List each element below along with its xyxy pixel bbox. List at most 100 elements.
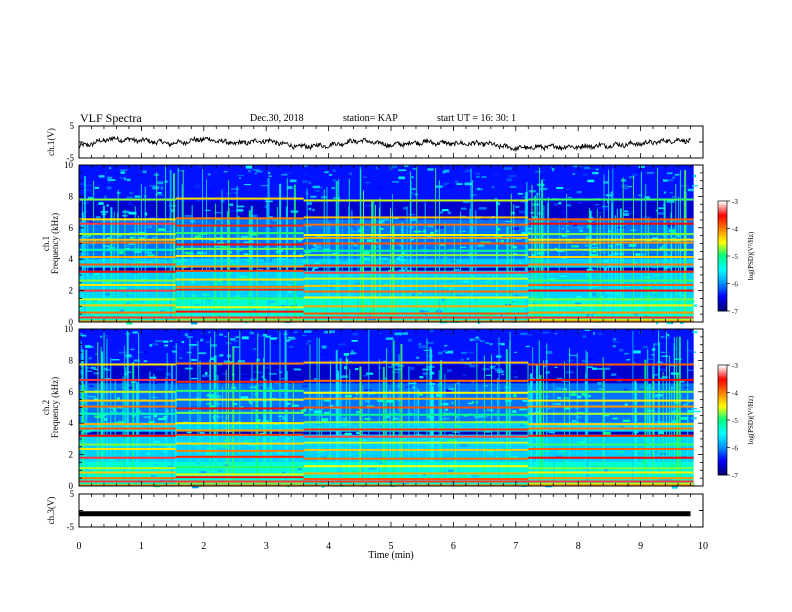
ch2-spectrogram-speckle	[364, 400, 371, 403]
ch1-spectrogram-colorbar-cell	[718, 256, 727, 259]
ch2-spectrogram-colorbar-cell	[718, 432, 727, 436]
ch1-spectrogram-speckle	[239, 290, 243, 292]
ch2-spectrogram-impulse	[602, 356, 604, 482]
ch2-spectrogram-speckle	[235, 336, 240, 338]
ch2-spectrogram-speckle	[355, 368, 359, 371]
ch1-spectrogram-speckle	[456, 183, 463, 186]
ch1-spectrogram-bg-row	[79, 204, 694, 208]
ch1-spectrogram-speckle	[380, 257, 389, 259]
ch2-spectrogram-speckle	[687, 400, 691, 404]
ch2-spectrogram-speckle	[391, 363, 400, 366]
ch1-spectrogram-colorbar-cell	[718, 254, 727, 257]
ch1-spectrogram-tone-line	[79, 320, 694, 323]
ch2-spectrogram-speckle	[519, 419, 526, 422]
ch1-spectrogram-speckle	[646, 171, 654, 174]
ch1-spectrogram-speckle	[564, 189, 570, 193]
ch1-spectrogram-impulse	[671, 202, 673, 318]
ch1-spectrogram-speckle	[586, 225, 592, 228]
ch2-spectrogram-colorbar-cell	[718, 454, 727, 458]
ch2-spectrogram-speckle	[388, 366, 393, 368]
ch1-spectrogram-speckle	[258, 280, 264, 283]
ch2-spectrogram-speckle	[364, 417, 371, 420]
ch2-spectrogram-speckle	[385, 337, 394, 340]
ch1-spectrogram-speckle	[450, 260, 457, 263]
ch1-spectrogram-speckle	[588, 269, 596, 272]
ch2-spectrogram-speckle	[679, 380, 685, 383]
ch2-spectrogram-speckle	[225, 415, 230, 417]
ch2-spectrogram-speckle	[99, 335, 103, 338]
ch1-spectrogram-speckle	[656, 212, 664, 215]
ch1-spectrogram-bg-row	[79, 165, 694, 169]
ch2-spectrogram-speckle	[623, 388, 628, 392]
ch1-spectrogram-speckle	[489, 180, 497, 183]
ch1-spectrogram-colorbar-cell	[718, 223, 727, 226]
ch2-spectrogram-tone-line	[79, 447, 176, 450]
ch2-spectrogram-speckle	[153, 414, 158, 418]
ch1-spectrogram-speckle	[445, 198, 453, 201]
ch2-spectrogram-speckle	[437, 351, 443, 355]
ch1-spectrogram-speckle	[669, 192, 673, 194]
ch1-spectrogram-speckle	[470, 295, 479, 297]
ch2-spectrogram-impulse	[444, 373, 446, 482]
ch1-spectrogram-tone-line	[303, 290, 529, 293]
ch1-spectrogram-speckle	[494, 198, 498, 200]
ch1-spectrogram-speckle	[471, 276, 476, 279]
ch2-spectrogram-impulse	[101, 351, 104, 482]
ch2-spectrogram-speckle	[663, 476, 668, 478]
ch1-spectrogram-speckle	[170, 281, 176, 285]
ch2-spectrogram-tone-line	[79, 378, 176, 381]
ch2-spectrogram-speckle	[377, 399, 384, 402]
ch1-spectrogram-speckle	[226, 192, 234, 195]
ch1-spectrogram-impulse	[663, 200, 666, 318]
ch2-spectrogram-impulse	[389, 389, 391, 482]
ch1-spectrogram-impulse	[276, 206, 278, 318]
ch1-spectrogram-speckle	[592, 250, 596, 253]
ch2-spectrogram-speckle	[291, 404, 299, 407]
ch2-spectrogram-speckle	[612, 417, 618, 420]
ch1-spectrogram-speckle	[130, 258, 136, 261]
ch2-spectrogram-speckle	[548, 430, 556, 434]
ch1-spectrogram-speckle	[314, 262, 321, 264]
ch1-spectrogram-speckle	[106, 237, 111, 241]
ch1-spectrogram-speckle	[80, 295, 87, 297]
ch2-spectrogram-speckle	[442, 350, 448, 352]
ch2-spectrogram-speckle	[526, 333, 533, 336]
ch1-spectrogram-bg-row	[79, 246, 694, 251]
xtick-label: 4	[326, 541, 331, 552]
ch1-spectrogram-speckle	[478, 207, 487, 210]
ch1-spectrogram-speckle	[212, 182, 220, 186]
ch1-spectrogram-speckle	[603, 181, 610, 184]
ch1-spectrogram-tone-line	[79, 298, 176, 301]
ch2-spectrogram-impulse	[257, 332, 259, 482]
ch2-spectrogram-bg-row	[79, 344, 694, 348]
ch2-spectrogram-speckle	[481, 414, 484, 418]
ch2-spectrogram-colorbar-cell	[718, 458, 727, 461]
ch1-spectrogram-speckle	[318, 307, 326, 310]
ch2-spectrogram-speckle	[154, 475, 160, 477]
ch2-spectrogram-speckle	[204, 336, 212, 339]
ch1-spectrogram-speckle	[82, 187, 86, 189]
ch1-spectrogram-speckle	[236, 216, 240, 218]
ch2-spectrogram-tone-line	[79, 471, 176, 474]
ch2-spectrogram-speckle	[93, 372, 100, 375]
ch2-spectrogram-tone-line	[303, 361, 529, 364]
ch2-spectrogram-speckle	[249, 378, 258, 382]
ch2-spectrogram-speckle	[497, 370, 504, 374]
ch2-spectrogram-colorbar-tick-label: -5	[732, 417, 738, 425]
ch2-spectrogram-impulse	[279, 332, 281, 482]
ch2-spectrogram-speckle	[372, 440, 376, 443]
ch2-spectrogram-impulse	[284, 330, 287, 482]
ch2-spectrogram-speckle	[153, 381, 158, 384]
ch1-spectrogram-colorbar-cell	[718, 305, 727, 308]
ch1-spectrogram-speckle	[589, 171, 593, 174]
ch1-spectrogram-speckle	[332, 252, 338, 254]
ch1-spectrogram-speckle	[646, 295, 652, 297]
ch2-spectrogram-speckle	[178, 347, 183, 349]
ch1-spectrogram-speckle	[196, 261, 199, 264]
ch1-spectrogram-speckle	[581, 253, 585, 256]
ch1-spectrogram-bg-row	[79, 306, 694, 311]
ch1-spectrogram-impulse	[391, 211, 393, 318]
ch2-spectrogram-speckle	[554, 366, 558, 369]
ch1-spectrogram-speckle	[454, 180, 459, 183]
ch1-spectrogram-impulse	[348, 178, 350, 318]
